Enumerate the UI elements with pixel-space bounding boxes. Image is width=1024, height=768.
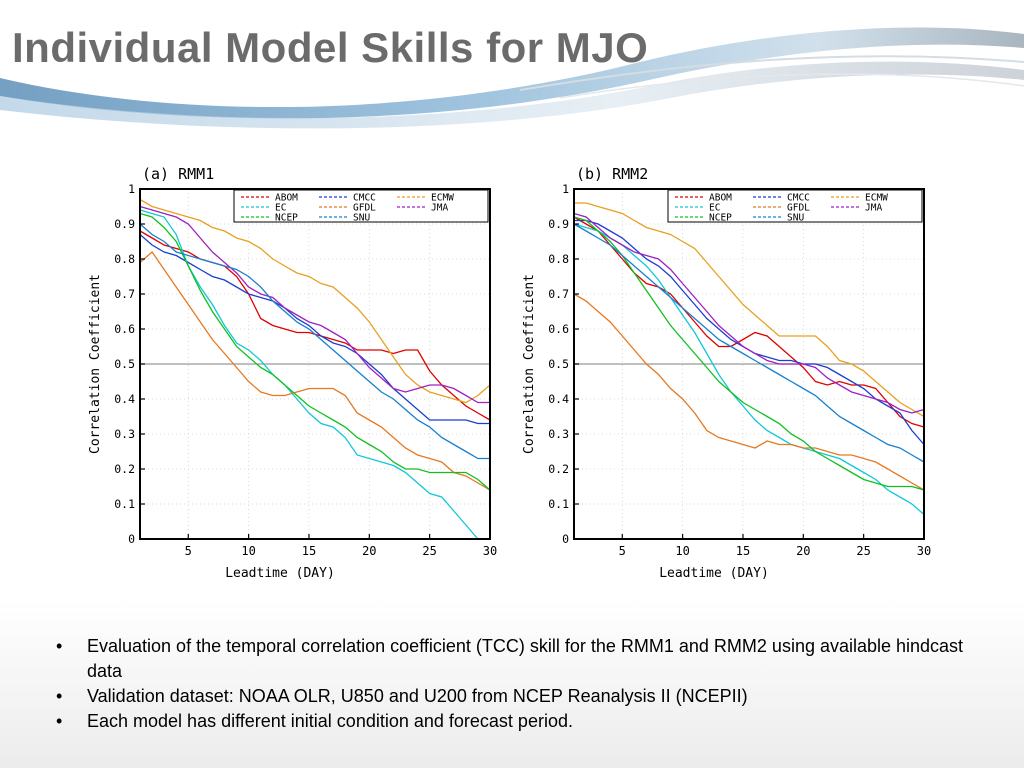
y-tick-label: 0 — [128, 532, 135, 546]
y-axis-label: Correlation Coefficient — [88, 274, 103, 454]
bullet-item: • Evaluation of the temporal correlation … — [56, 634, 986, 684]
x-tick-label: 10 — [675, 544, 689, 558]
bullet-item: • Each model has different initial condit… — [56, 709, 986, 734]
chart-title: (b) RMM2 — [576, 165, 648, 183]
x-tick-label: 10 — [241, 544, 255, 558]
y-tick-label: 0.5 — [548, 357, 569, 371]
legend-box — [667, 189, 923, 223]
bullet-list: • Evaluation of the temporal correlation … — [56, 634, 986, 734]
legend-label-ncep: NCEP — [275, 213, 298, 224]
legend-label-abom: ABOM — [275, 193, 298, 204]
x-tick-label: 15 — [736, 544, 750, 558]
slide-title: Individual Model Skills for MJO — [12, 24, 649, 71]
y-tick-label: 0.8 — [548, 252, 569, 266]
x-tick-label: 5 — [619, 544, 626, 558]
y-tick-label: 0.2 — [114, 462, 135, 476]
series-line-ncep — [139, 212, 491, 491]
bullet-symbol: • — [56, 711, 63, 731]
series-line-gfdl — [139, 251, 491, 491]
series-line-snu — [573, 223, 925, 463]
header-swoosh-decoration — [0, 27, 1024, 129]
legend-label-ec: EC — [709, 203, 720, 214]
legend-label-gfdl: GFDL — [353, 203, 376, 214]
series-line-snu — [139, 223, 490, 460]
y-tick-label: 1 — [562, 182, 569, 196]
y-tick-label: 0.5 — [114, 357, 135, 371]
chart-title: (a) RMM1 — [142, 165, 214, 183]
legend-label-snu: SNU — [353, 213, 370, 224]
series-line-gfdl — [573, 293, 925, 491]
bullet-symbol: • — [56, 636, 63, 656]
y-tick-label: 1 — [128, 182, 135, 196]
legend-label-ecmw: ECMW — [865, 193, 888, 204]
x-tick-label: 20 — [796, 544, 810, 558]
y-tick-label: 0 — [562, 532, 569, 546]
series-line-ec — [139, 209, 490, 540]
legend-label-gfdl: GFDL — [787, 203, 810, 214]
y-tick-label: 0.3 — [114, 427, 135, 441]
y-tick-label: 0.7 — [548, 287, 569, 301]
x-axis-label: Leadtime (DAY) — [659, 566, 769, 581]
y-tick-label: 0.8 — [114, 252, 135, 266]
legend-label-jma: JMA — [865, 203, 882, 214]
y-tick-label: 0.6 — [548, 322, 569, 336]
y-tick-label: 0.9 — [114, 217, 135, 231]
y-tick-label: 0.9 — [548, 217, 569, 231]
series-line-jma — [573, 212, 925, 414]
legend-label-abom: ABOM — [709, 193, 732, 204]
y-tick-label: 0.3 — [548, 427, 569, 441]
y-tick-label: 0.4 — [114, 392, 135, 406]
bullet-text: Each model has different initial conditi… — [87, 711, 573, 731]
y-tick-label: 0.1 — [548, 497, 569, 511]
series-line-ncep — [573, 216, 925, 491]
series-line-ecmw — [574, 202, 925, 418]
x-tick-label: 20 — [362, 544, 376, 558]
legend-label-cmcc: CMCC — [787, 193, 810, 204]
x-axis-label: Leadtime (DAY) — [225, 566, 335, 581]
x-tick-label: 30 — [917, 544, 931, 558]
series-line-ec — [573, 223, 925, 515]
legend-label-ecmw: ECMW — [431, 193, 454, 204]
series-line-jma — [139, 205, 490, 404]
chart-rmm2: 5 10 15 20 25 30 0 0.1 0.2 0.3 0.4 0.5 0.6 0.7 0.8 0.9 1… — [522, 165, 931, 581]
y-tick-label: 0.6 — [114, 322, 135, 336]
y-tick-label: 0.1 — [114, 497, 135, 511]
x-tick-label: 15 — [302, 544, 316, 558]
legend-label-jma: JMA — [431, 203, 448, 214]
legend-label-cmcc: CMCC — [353, 193, 376, 204]
bullet-text: Validation dataset: NOAA OLR, U850 and U… — [87, 686, 748, 706]
series-line-cmcc — [139, 234, 490, 425]
x-tick-label: 5 — [185, 544, 192, 558]
y-tick-label: 0.4 — [548, 392, 569, 406]
y-tick-label: 0.2 — [548, 462, 569, 476]
legend-label-ncep: NCEP — [709, 213, 732, 224]
y-axis-label: Correlation Coefficient — [522, 274, 537, 454]
legend-label-snu: SNU — [787, 213, 804, 224]
y-tick-label: 0.7 — [114, 287, 135, 301]
x-tick-label: 25 — [422, 544, 436, 558]
bullet-item: • Validation dataset: NOAA OLR, U850 and … — [56, 684, 986, 709]
x-tick-label: 25 — [856, 544, 870, 558]
chart-rmm1: 5 10 15 20 25 30 0 0.1 0.2 0.3 0.4 0.5 0.6 0.7 0.8 0.9 1… — [88, 165, 497, 581]
legend-box — [233, 189, 489, 223]
legend-label-ec: EC — [275, 203, 286, 214]
x-tick-label: 30 — [483, 544, 497, 558]
bullet-symbol: • — [56, 686, 63, 706]
bullet-text: Evaluation of the temporal correlation c… — [87, 636, 964, 681]
series-line-ecmw — [139, 198, 491, 404]
